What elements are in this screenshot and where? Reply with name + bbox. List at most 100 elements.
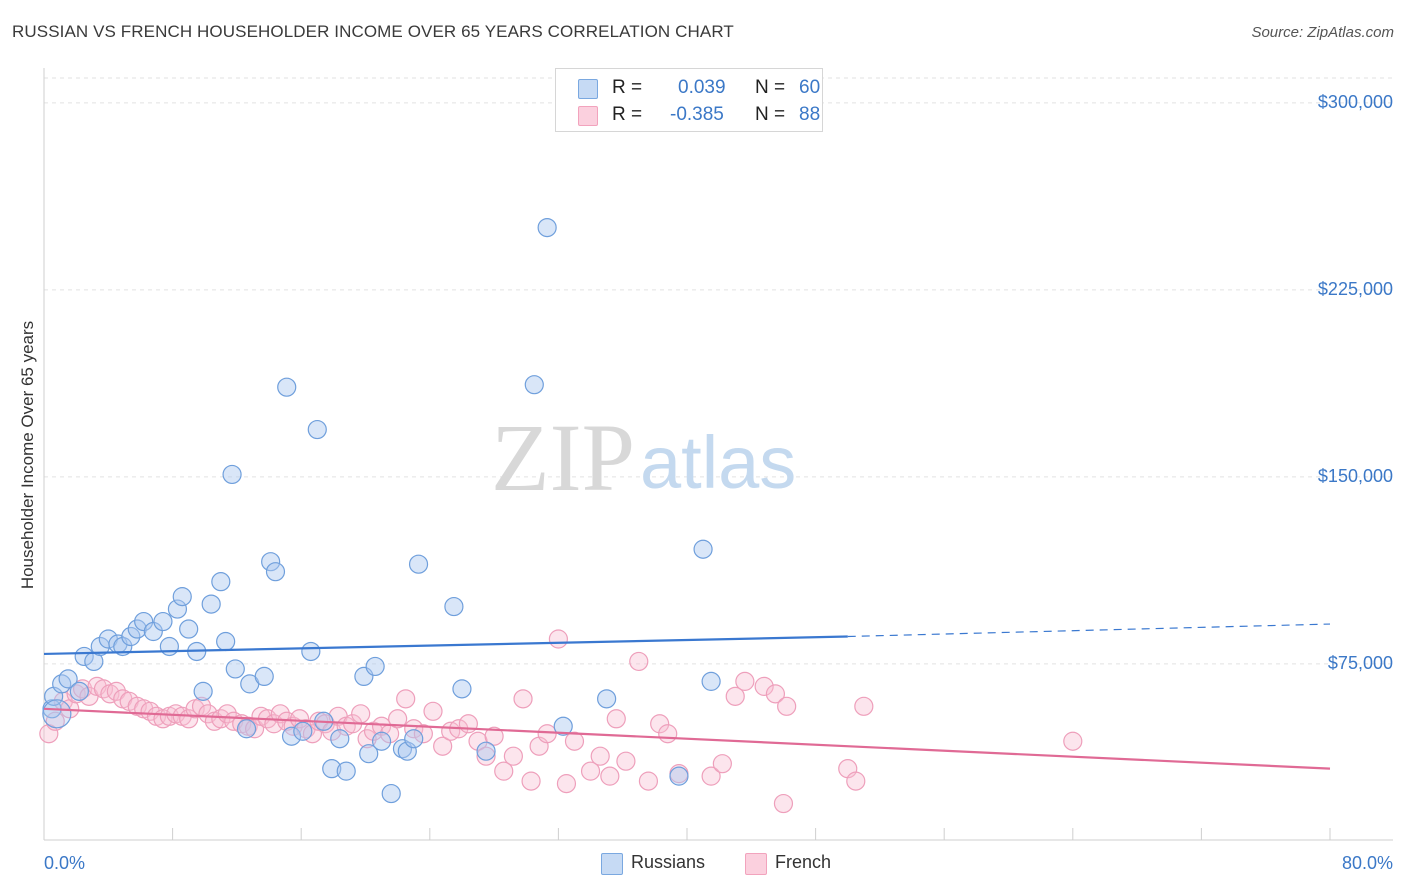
french-point	[433, 736, 453, 756]
french-point	[773, 793, 794, 814]
russian-point	[701, 671, 721, 691]
correlation-legend: R = 0.039 N = 60 R = -0.385 N = 88	[555, 68, 823, 132]
russian-point	[236, 719, 257, 739]
legend-r-label: R =	[612, 104, 643, 125]
russian-point	[381, 783, 401, 804]
russian-point	[254, 666, 274, 687]
russian-point	[293, 721, 313, 741]
french-point	[712, 754, 732, 774]
watermark-atlas: atlas	[640, 421, 796, 504]
russian-point	[58, 669, 78, 689]
legend-swatch-french	[578, 106, 598, 126]
french-point	[351, 704, 371, 724]
russian-point	[225, 659, 245, 679]
russian-point	[404, 729, 424, 749]
x-tick-label-min: 0.0%	[44, 853, 86, 873]
russian-point	[113, 636, 133, 657]
russians-trend-line	[43, 635, 848, 656]
french-point	[357, 729, 377, 749]
french-point	[616, 751, 636, 771]
russian-point	[553, 716, 573, 736]
french-point	[650, 714, 670, 734]
legend-r-value-french: -0.385	[670, 104, 724, 125]
bottom-legend-label-french: French	[775, 852, 832, 872]
french-point	[548, 629, 569, 649]
russian-point	[134, 611, 154, 632]
french-point	[754, 676, 774, 696]
french-point	[658, 724, 678, 744]
french-point	[537, 724, 557, 744]
russian-point	[307, 419, 327, 440]
russian-point	[330, 729, 350, 749]
french-point	[484, 726, 504, 746]
russian-point	[222, 464, 242, 485]
russian-point	[216, 631, 236, 652]
french-point	[629, 651, 649, 672]
french-point	[590, 746, 610, 766]
french-point	[846, 771, 866, 791]
legend-n-value-french: 88	[799, 104, 821, 125]
french-point	[458, 714, 478, 734]
french-point	[371, 716, 392, 736]
french-point	[413, 724, 433, 744]
french-point	[388, 709, 408, 729]
russian-point	[179, 619, 199, 639]
french-point	[289, 709, 310, 729]
french-point	[1063, 731, 1083, 751]
french-point	[701, 766, 721, 786]
russian-point	[597, 689, 617, 709]
bottom-legend-swatch-french	[745, 853, 767, 875]
legend-r-label: R =	[612, 77, 643, 98]
russian-point	[537, 218, 557, 238]
watermark-zip: ZIP	[491, 404, 635, 511]
french-point	[270, 704, 290, 724]
russian-point	[159, 636, 179, 657]
french-point	[521, 771, 541, 791]
russian-point	[121, 626, 141, 647]
russian-point	[444, 596, 464, 617]
russian-point	[172, 587, 192, 607]
bottom-legend-label-russians: Russians	[631, 852, 706, 872]
y-tick-label: $300,000	[1317, 91, 1393, 112]
russian-point	[143, 621, 163, 642]
y-tick-label: $225,000	[1317, 278, 1393, 299]
russian-point	[336, 761, 356, 781]
french-point	[198, 704, 218, 724]
y-tick-label: $150,000	[1317, 465, 1393, 486]
russians-trend-extension	[847, 623, 1331, 638]
french-point	[854, 696, 874, 716]
russian-point	[193, 681, 213, 701]
russian-point	[452, 679, 472, 699]
russian-point	[524, 375, 544, 395]
russian-point	[153, 611, 173, 632]
french-point	[606, 709, 626, 729]
x-tick-label-max: 80.0%	[1341, 853, 1393, 873]
russian-point	[669, 766, 689, 786]
russian-point	[301, 641, 321, 662]
french-point	[564, 731, 585, 751]
legend-r-value-russians: 0.039	[678, 77, 726, 98]
russian-point	[265, 562, 286, 582]
french-point	[725, 686, 745, 706]
watermark: ZIP atlas	[491, 404, 796, 511]
french-point	[638, 771, 659, 791]
y-axis-label: Householder Income Over 65 years	[18, 320, 37, 590]
french-point	[396, 689, 416, 709]
russian-point	[281, 726, 302, 746]
russian-point	[371, 731, 392, 751]
french-point	[600, 766, 620, 786]
russian-point	[359, 744, 379, 764]
french-points	[39, 629, 1083, 814]
russians-points	[42, 218, 721, 804]
bottom-legend-swatch-russians	[601, 853, 623, 875]
french-point	[556, 774, 577, 794]
french-trend-line	[43, 707, 1331, 770]
legend-n-label: N =	[755, 77, 786, 98]
russian-point	[211, 572, 231, 592]
russian-point	[167, 599, 188, 619]
french-point	[735, 671, 755, 691]
russian-point	[397, 741, 417, 761]
french-point	[72, 679, 93, 699]
source-label: Source: ZipAtlas.com	[1251, 24, 1394, 41]
